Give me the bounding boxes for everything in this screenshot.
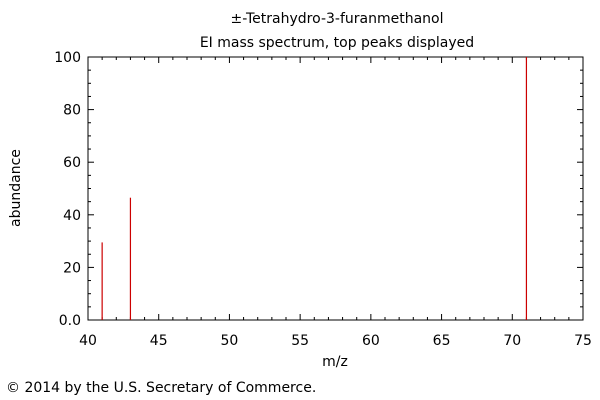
y-tick-label: 60	[63, 155, 81, 171]
y-tick-label: 20	[63, 260, 81, 276]
plot-frame	[87, 56, 584, 321]
x-tick-label: 45	[150, 333, 168, 349]
x-axis-label: m/z	[322, 354, 348, 370]
x-tick-label: 50	[221, 333, 239, 349]
copyright-notice: © 2014 by the U.S. Secretary of Commerce…	[6, 380, 317, 396]
y-axis: 0.0 20 40 60 80 100	[54, 50, 583, 329]
chart-title: ±-Tetrahydro-3-furanmethanol	[231, 11, 444, 27]
x-tick-label: 55	[291, 333, 309, 349]
y-tick-label: 100	[54, 50, 81, 66]
y-tick-label: 80	[63, 103, 81, 119]
y-tick-label: 40	[63, 208, 81, 224]
x-tick-label: 65	[433, 333, 451, 349]
x-tick-label: 60	[362, 333, 380, 349]
peak-series	[101, 57, 528, 320]
y-tick-label: 0.0	[59, 313, 81, 329]
x-axis: 40 45 50 55 60 65 70 75	[79, 57, 592, 349]
x-tick-label: 75	[574, 333, 592, 349]
chart-subtitle: EI mass spectrum, top peaks displayed	[200, 35, 474, 51]
x-tick-label: 70	[503, 333, 521, 349]
x-tick-label: 40	[79, 333, 97, 349]
y-axis-label: abundance	[8, 149, 24, 227]
